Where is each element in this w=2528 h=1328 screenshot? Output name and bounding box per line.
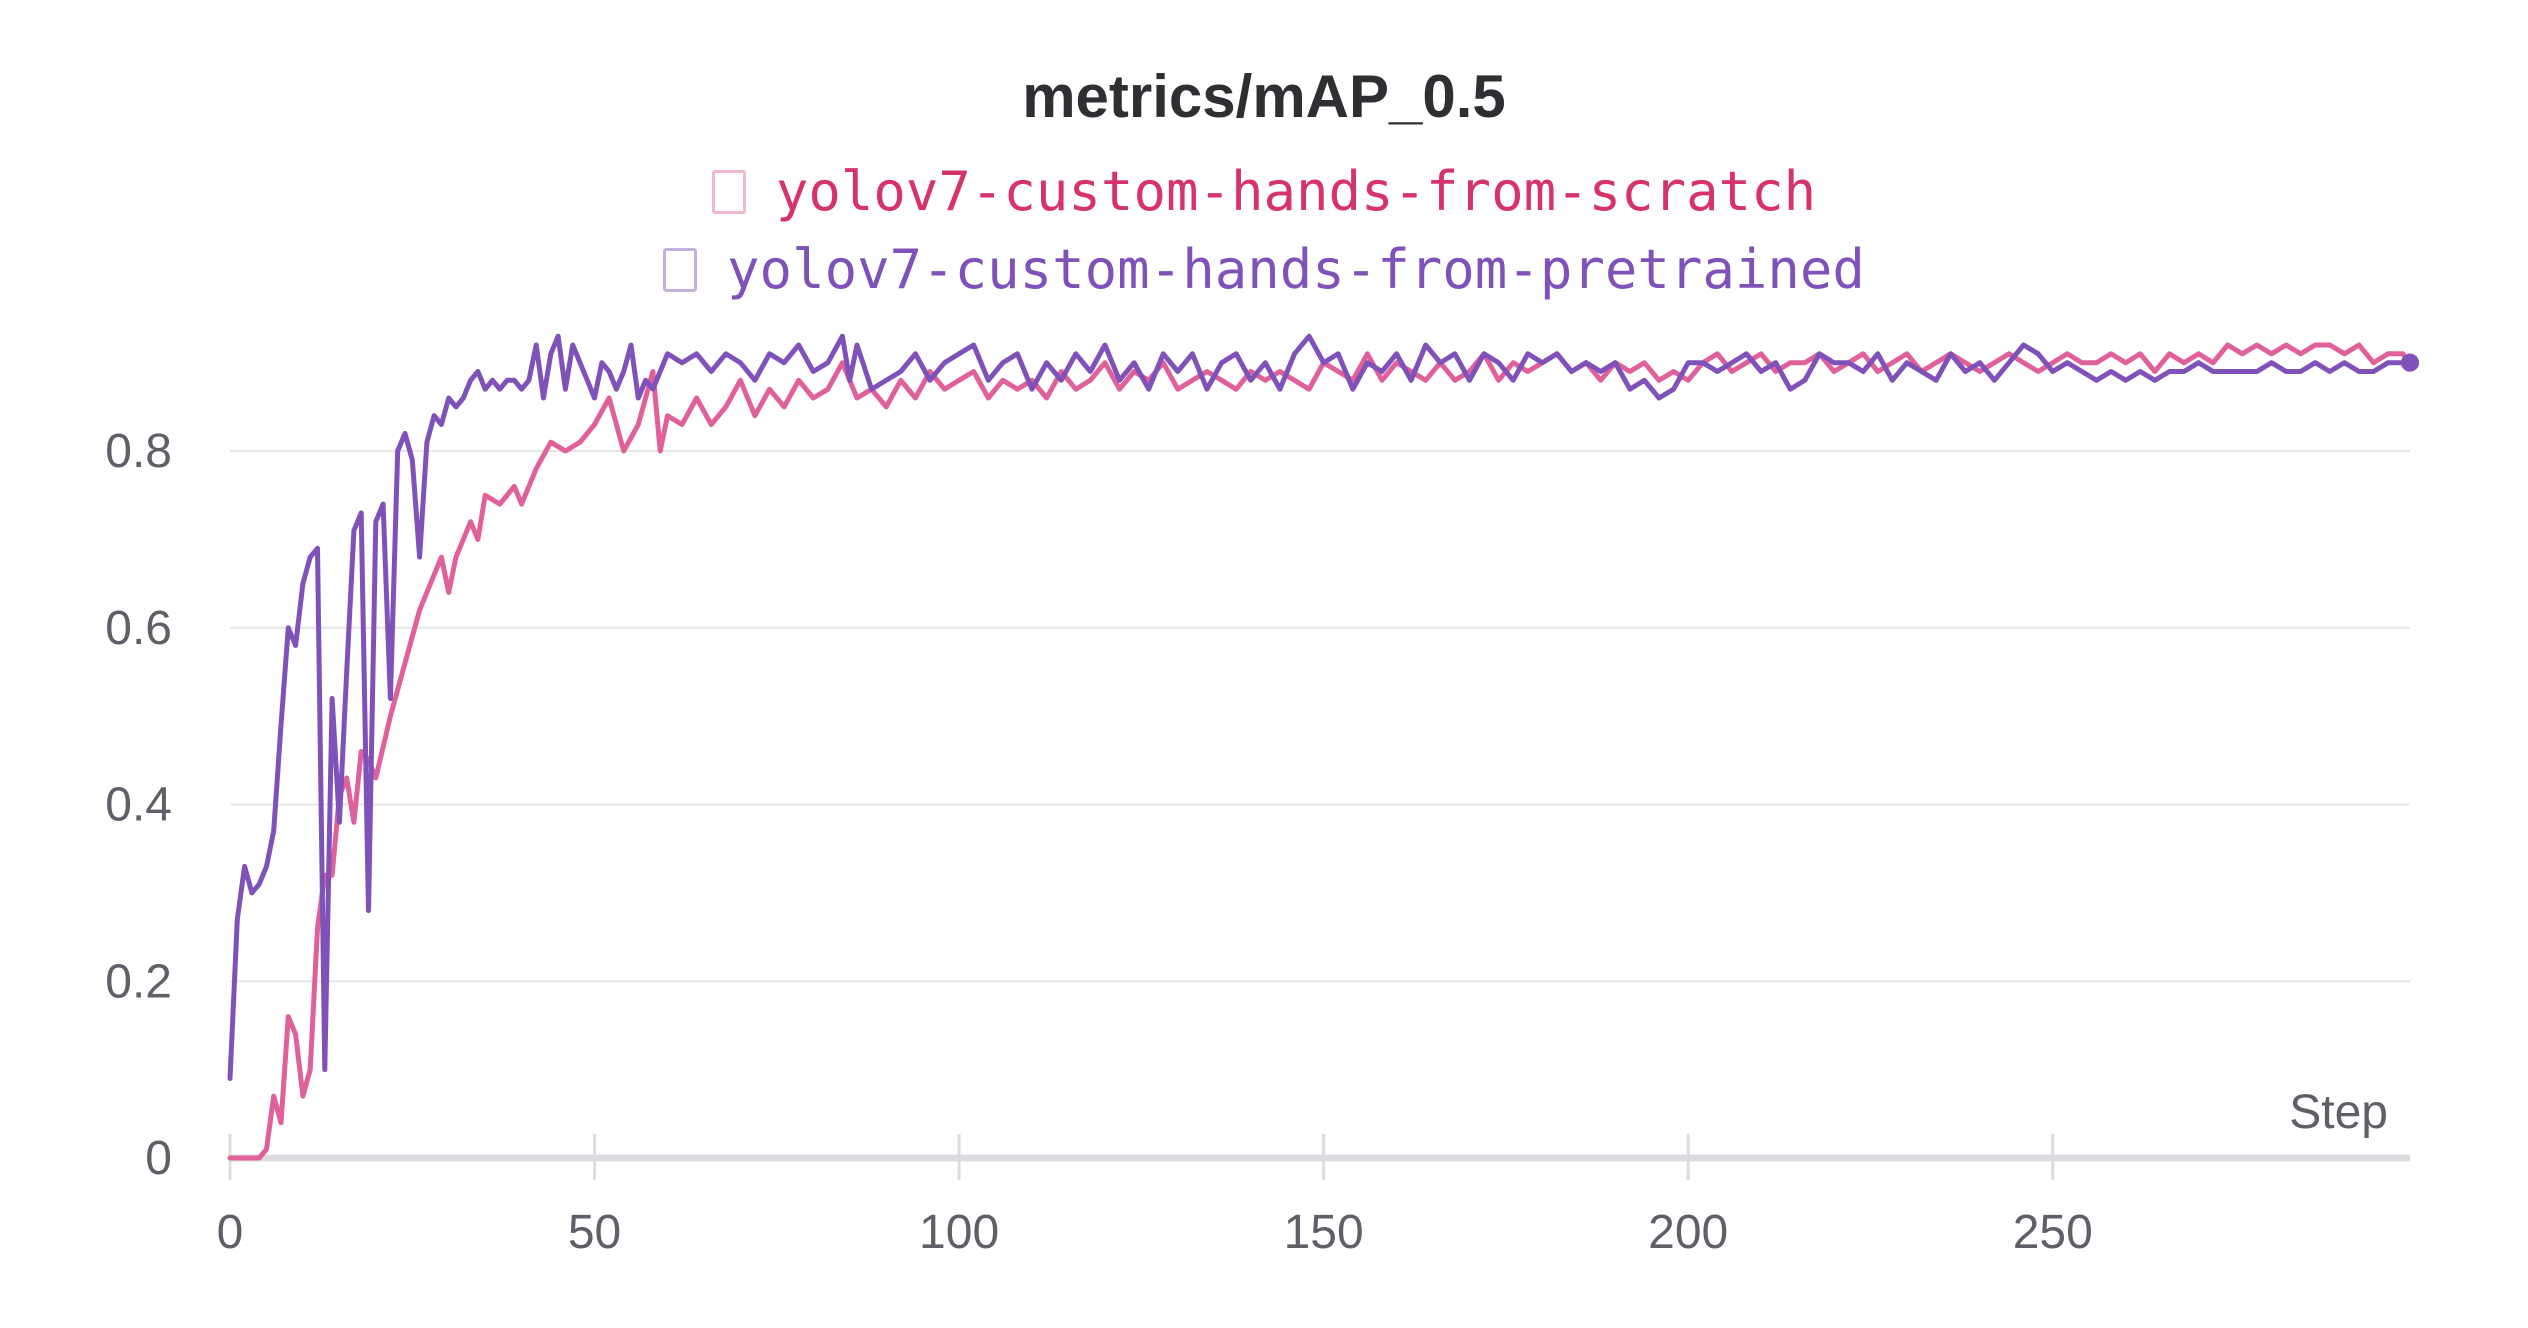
x-tick-label: 0: [217, 1206, 244, 1259]
series-line-1[interactable]: [227, 333, 2413, 1081]
y-tick-label: 0: [145, 1132, 172, 1185]
legend-label-scratch: yolov7-custom-hands-from-scratch: [775, 160, 1817, 223]
tick-labels: 0 0.2 0.4 0.6 0.8 0 50 100 150 200 250 Step: [105, 425, 2388, 1259]
y-tick-label: 0.6: [105, 602, 172, 655]
series-line-0[interactable]: [227, 342, 2413, 1161]
legend-item-pretrained[interactable]: yolov7-custom-hands-from-pretrained: [0, 238, 2528, 301]
legend-swatch-scratch: [711, 170, 746, 214]
x-tick-label: 250: [2013, 1206, 2093, 1259]
x-tick-label: 100: [919, 1206, 999, 1259]
legend-label-pretrained: yolov7-custom-hands-from-pretrained: [727, 238, 1865, 301]
legend-swatch-pretrained: [663, 248, 698, 292]
series-lines: [227, 333, 2419, 1161]
y-tick-label: 0.4: [105, 779, 172, 832]
legend-item-scratch[interactable]: yolov7-custom-hands-from-scratch: [0, 160, 2528, 223]
series-end-marker-1: [2401, 353, 2419, 372]
grid-lines: [230, 450, 2410, 983]
y-tick-label: 0.8: [105, 425, 172, 478]
axes: [228, 1134, 2410, 1180]
y-tick-label: 0.2: [105, 955, 172, 1008]
x-tick-label: 150: [1284, 1206, 1364, 1259]
chart-title: metrics/mAP_0.5: [1022, 63, 1506, 130]
x-tick-label: 50: [568, 1206, 621, 1259]
x-axis-label: Step: [2289, 1086, 2388, 1139]
x-tick-label: 200: [1648, 1206, 1728, 1259]
